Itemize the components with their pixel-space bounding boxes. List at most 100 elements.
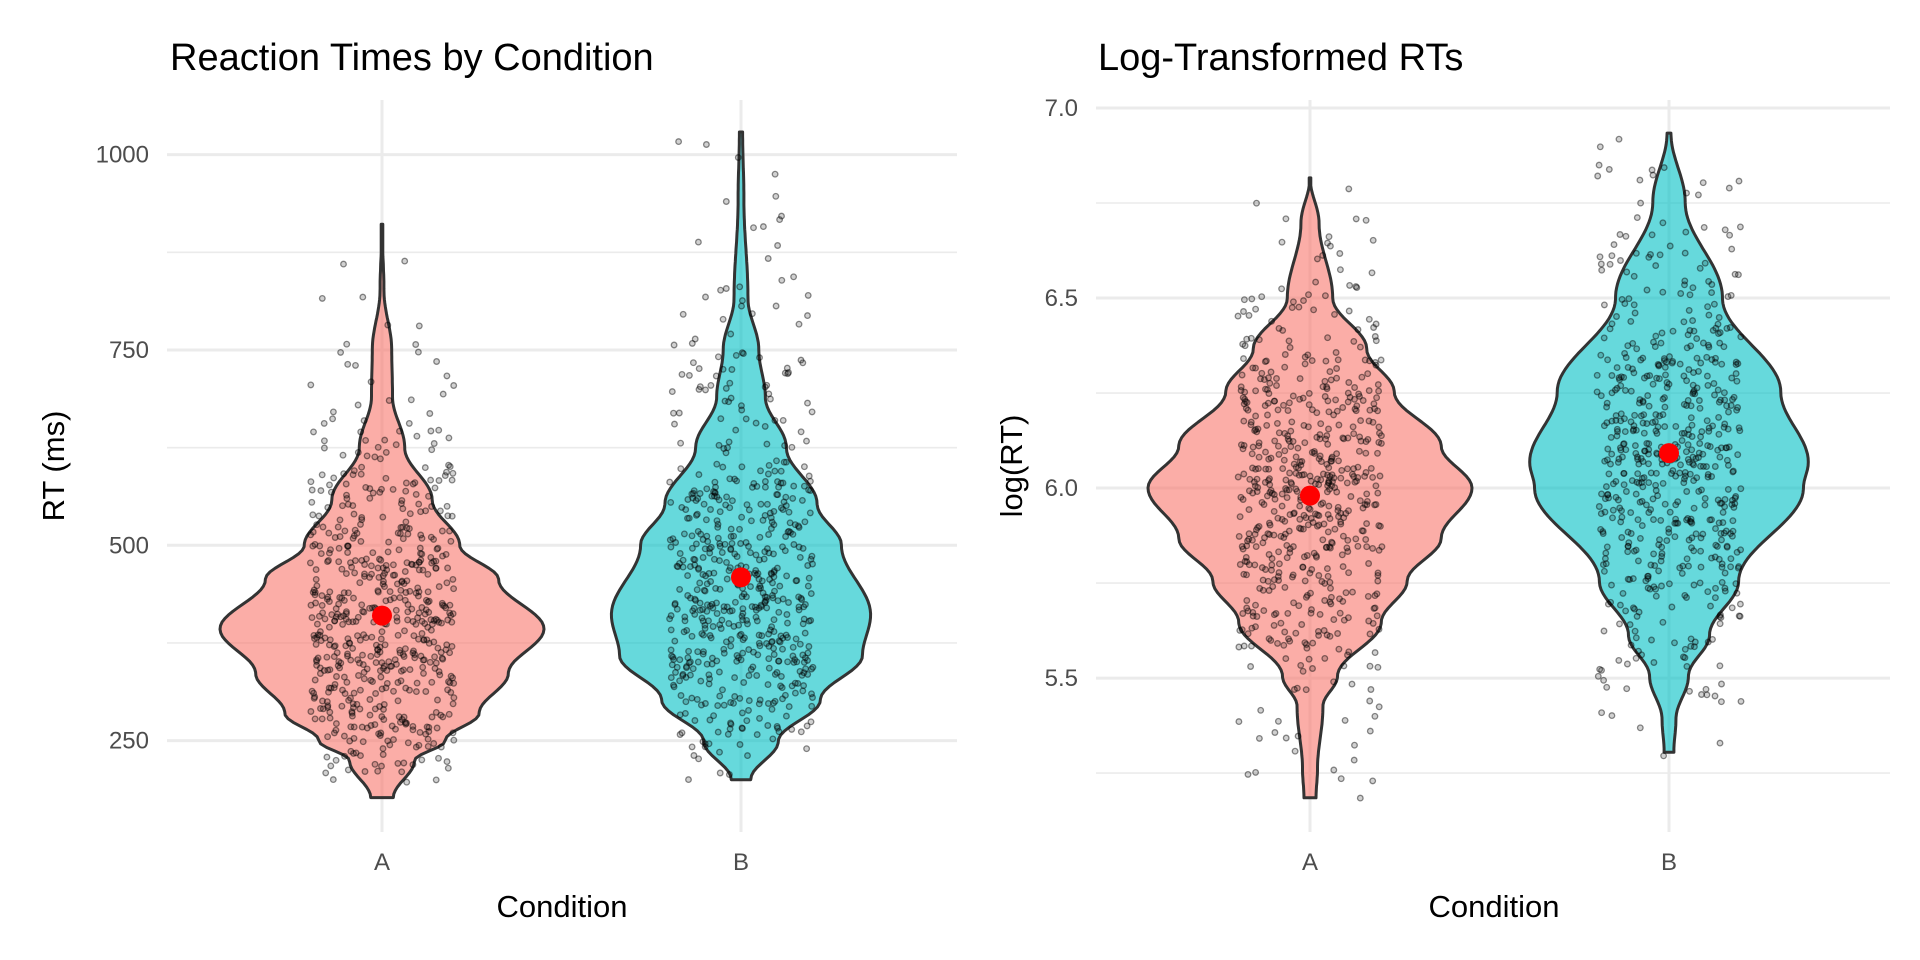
data-point bbox=[1718, 499, 1726, 507]
data-point bbox=[438, 654, 446, 662]
data-point bbox=[764, 255, 772, 262]
data-point bbox=[718, 616, 726, 624]
data-point bbox=[1347, 493, 1355, 500]
data-point bbox=[313, 521, 321, 529]
data-point bbox=[1721, 503, 1729, 511]
data-point bbox=[1355, 390, 1363, 398]
data-point bbox=[666, 478, 674, 486]
data-point bbox=[680, 628, 688, 636]
data-point bbox=[1705, 424, 1713, 432]
data-point bbox=[1737, 697, 1745, 705]
data-point bbox=[781, 442, 789, 450]
data-point bbox=[379, 745, 387, 753]
data-point bbox=[1344, 548, 1352, 555]
data-point bbox=[1724, 485, 1732, 493]
data-point bbox=[712, 584, 720, 592]
data-point bbox=[1704, 303, 1712, 311]
x-axis-title: Condition bbox=[1429, 889, 1560, 924]
data-point bbox=[1618, 534, 1626, 541]
data-point bbox=[761, 548, 769, 556]
data-point bbox=[694, 658, 702, 666]
data-point bbox=[1305, 504, 1313, 512]
data-point bbox=[439, 552, 446, 560]
data-point bbox=[1680, 318, 1688, 326]
data-point bbox=[1652, 332, 1660, 340]
data-point bbox=[369, 489, 377, 497]
data-point bbox=[1624, 363, 1632, 371]
data-point bbox=[1251, 561, 1259, 569]
data-point bbox=[782, 533, 790, 540]
data-point bbox=[1359, 397, 1367, 404]
data-point bbox=[757, 603, 765, 610]
data-point bbox=[310, 586, 318, 594]
data-point bbox=[1333, 407, 1341, 415]
data-point bbox=[1369, 418, 1377, 426]
data-point bbox=[808, 702, 816, 710]
data-point bbox=[753, 482, 761, 490]
data-point bbox=[1320, 627, 1328, 634]
data-point bbox=[1652, 427, 1660, 435]
data-point bbox=[408, 561, 416, 569]
data-point bbox=[801, 518, 809, 526]
data-point bbox=[699, 606, 707, 613]
data-point bbox=[1698, 428, 1706, 436]
data-point bbox=[720, 445, 728, 452]
data-point bbox=[432, 557, 440, 565]
data-point bbox=[1261, 534, 1268, 542]
data-point bbox=[349, 700, 357, 708]
data-point bbox=[1285, 486, 1293, 494]
data-point bbox=[761, 511, 769, 519]
data-point bbox=[1336, 266, 1344, 274]
data-point bbox=[1672, 501, 1680, 509]
data-point bbox=[412, 589, 420, 597]
data-point bbox=[1274, 514, 1282, 522]
data-point bbox=[1649, 495, 1657, 503]
data-point bbox=[804, 649, 812, 657]
data-point bbox=[1724, 461, 1732, 469]
data-point bbox=[431, 484, 439, 492]
data-point bbox=[1354, 463, 1362, 471]
data-point bbox=[1683, 402, 1691, 409]
data-point bbox=[1280, 641, 1288, 649]
data-point bbox=[1339, 563, 1347, 571]
data-point bbox=[314, 654, 322, 662]
data-point bbox=[796, 553, 804, 561]
data-point bbox=[1716, 739, 1724, 747]
data-point bbox=[1600, 301, 1608, 309]
data-point bbox=[310, 689, 318, 697]
data-point bbox=[1658, 582, 1665, 590]
data-point bbox=[432, 659, 440, 667]
data-point bbox=[747, 666, 755, 673]
data-point bbox=[1650, 583, 1658, 591]
data-point bbox=[1285, 399, 1293, 407]
data-point bbox=[1689, 381, 1697, 389]
data-point bbox=[1604, 491, 1612, 499]
data-point bbox=[756, 354, 763, 362]
data-point bbox=[421, 620, 429, 628]
data-point bbox=[331, 642, 339, 650]
data-point bbox=[755, 585, 763, 593]
data-point bbox=[740, 590, 748, 598]
data-point bbox=[1238, 371, 1246, 379]
data-point bbox=[796, 667, 804, 675]
data-point bbox=[1616, 376, 1623, 384]
data-point bbox=[1318, 578, 1326, 585]
data-point bbox=[380, 701, 388, 708]
data-point bbox=[1292, 629, 1300, 637]
data-point bbox=[714, 353, 722, 361]
data-point bbox=[1718, 563, 1726, 571]
data-point bbox=[383, 667, 391, 674]
data-point bbox=[363, 452, 371, 460]
data-point bbox=[1652, 481, 1660, 489]
data-point bbox=[1365, 387, 1373, 395]
data-point bbox=[1274, 573, 1282, 580]
data-point bbox=[1267, 486, 1275, 494]
data-point bbox=[1369, 777, 1377, 785]
data-point bbox=[683, 664, 690, 672]
data-point bbox=[382, 561, 390, 569]
data-point bbox=[399, 651, 407, 659]
data-point bbox=[1630, 426, 1638, 433]
data-point bbox=[313, 620, 321, 628]
data-point bbox=[1270, 397, 1278, 405]
data-point bbox=[722, 384, 730, 392]
